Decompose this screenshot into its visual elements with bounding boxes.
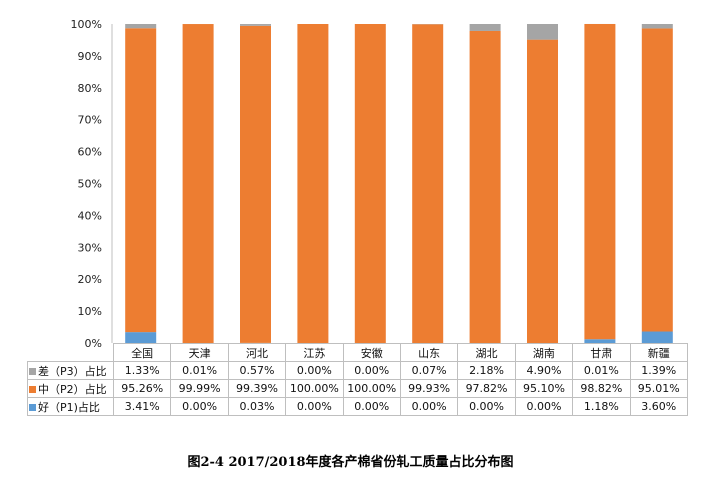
bar-segment (469, 30, 501, 344)
table-corner (27, 343, 114, 362)
data-label: 0.00% (285, 361, 344, 380)
category-label: 江苏 (285, 343, 344, 362)
data-label: 0.00% (457, 397, 516, 416)
legend-label: 中（P2）占比 (38, 382, 107, 396)
bar-segment (412, 24, 444, 344)
data-label: 95.10% (514, 379, 574, 398)
bar-segment (641, 331, 673, 343)
data-label: 0.00% (285, 397, 344, 416)
legend-label: 好（P1)占比 (38, 400, 100, 414)
legend-label: 差（P3）占比 (38, 364, 107, 378)
data-label: 99.99% (170, 379, 229, 398)
category-label: 全国 (112, 343, 172, 362)
data-table: 全国 天津 河北 江苏 安徽 山东 湖北 湖南 甘肃 新疆 差（P3）占比 1.33% 0.01% 0.5… (27, 343, 688, 416)
bar-segment (584, 24, 616, 340)
data-label: 0.01% (170, 361, 229, 380)
data-label: 100.00% (285, 379, 344, 398)
category-label: 湖北 (457, 343, 516, 362)
table-row: 中（P2）占比 95.26% 99.99% 99.39% 100.00% 100.00% 9… (27, 379, 688, 398)
data-label: 0.00% (514, 397, 574, 416)
bars (125, 23, 673, 344)
legend-entry: 差（P3）占比 (27, 361, 114, 380)
category-label: 山东 (399, 343, 459, 362)
y-tick-label: 10% (78, 305, 102, 318)
bar-segment (125, 24, 157, 29)
y-tick-label: 40% (78, 209, 102, 222)
bar-segment (469, 24, 501, 31)
data-label: 2.18% (457, 361, 516, 380)
data-label: 95.01% (629, 379, 688, 398)
data-label: 1.39% (629, 361, 688, 380)
data-label: 0.01% (572, 361, 631, 380)
legend-entry: 好（P1)占比 (27, 397, 114, 416)
data-label: 3.41% (112, 397, 172, 416)
data-label: 4.90% (514, 361, 574, 380)
data-label: 100.00% (342, 379, 401, 398)
bar-segment (584, 339, 616, 343)
y-tick-label: 90% (78, 50, 102, 63)
y-tick-label: 70% (78, 114, 102, 127)
bar-segment (527, 39, 558, 343)
data-label: 0.00% (342, 397, 401, 416)
bar-segment (125, 332, 157, 343)
data-label: 0.00% (342, 361, 401, 380)
category-label: 湖南 (514, 343, 574, 362)
table-row: 好（P1)占比 3.41% 0.00% 0.03% 0.00% 0.00% 0.00% 0.0… (27, 397, 688, 416)
y-tick-label: 60% (78, 146, 102, 159)
bar-segment (641, 28, 673, 332)
data-label: 1.33% (112, 361, 172, 380)
y-tick-label: 100% (71, 18, 102, 31)
bar-segment (641, 24, 673, 29)
legend-swatch (29, 404, 36, 411)
legend-entry: 中（P2）占比 (27, 379, 114, 398)
y-tick-label: 30% (78, 241, 102, 254)
data-label: 0.00% (170, 397, 229, 416)
data-label: 97.82% (457, 379, 516, 398)
bar-segment (527, 24, 558, 40)
category-label: 天津 (170, 343, 229, 362)
bar-segment (182, 24, 214, 344)
y-tick-label: 50% (78, 178, 102, 191)
y-tick-label: 80% (78, 82, 102, 95)
bar-segment (240, 25, 271, 343)
data-label: 1.18% (572, 397, 631, 416)
data-label: 98.82% (572, 379, 631, 398)
chart-title: 图2-4 2017/2018年度各产棉省份轧工质量占比分布图 (187, 455, 514, 470)
table-row: 差（P3）占比 1.33% 0.01% 0.57% 0.00% 0.00% 0.07% 2.1… (27, 361, 688, 380)
y-tick-label: 20% (78, 273, 102, 286)
legend-swatch (29, 386, 36, 393)
data-label: 0.07% (399, 361, 459, 380)
category-label: 新疆 (629, 343, 688, 362)
legend-swatch (29, 368, 36, 375)
data-label: 99.93% (399, 379, 459, 398)
category-label: 甘肃 (572, 343, 631, 362)
bar-segment (240, 24, 271, 26)
data-label: 0.00% (399, 397, 459, 416)
data-label: 0.57% (227, 361, 287, 380)
bar-segment (354, 24, 386, 343)
category-label: 河北 (227, 343, 287, 362)
bar-segment (125, 28, 157, 333)
data-label: 99.39% (227, 379, 287, 398)
category-label: 安徽 (342, 343, 401, 362)
bar-segment (297, 24, 329, 343)
data-label: 3.60% (629, 397, 688, 416)
data-label: 95.26% (112, 379, 172, 398)
data-label: 0.03% (227, 397, 287, 416)
y-axis: 0%10%20%30%40%50%60%70%80%90%100% (71, 18, 113, 350)
